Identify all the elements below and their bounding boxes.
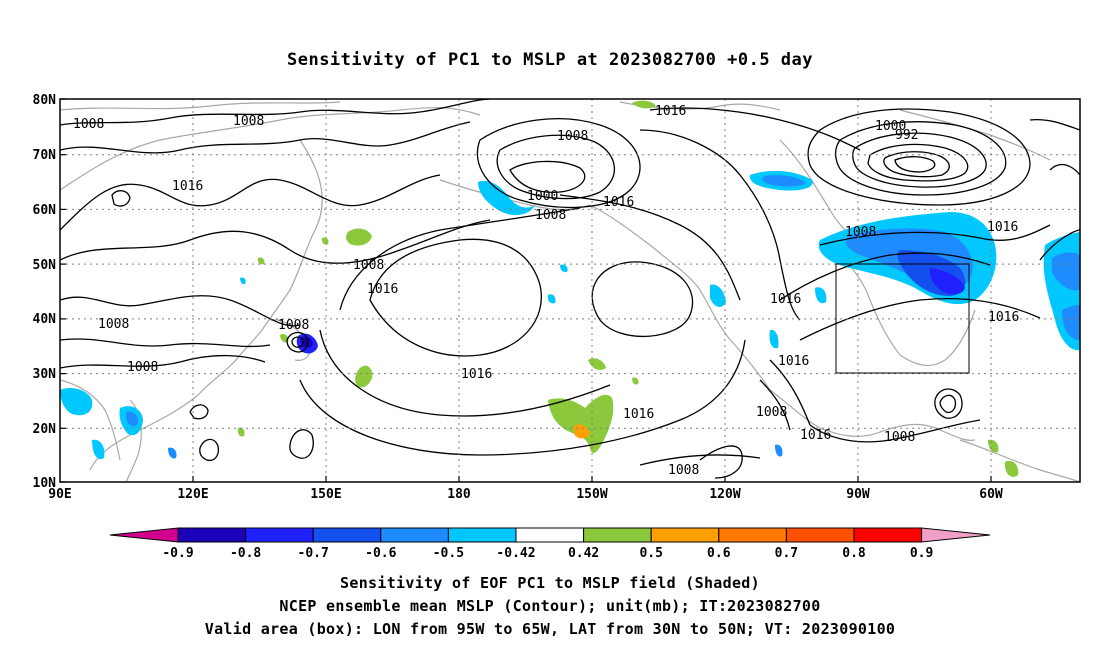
lon-label: 150E [310,487,341,502]
caption-line-2: NCEP ensemble mean MSLP (Contour); unit(… [279,597,821,615]
longitude-labels: 90E 120E 150E 180 150W 120W 90W 60W [48,487,1003,502]
contour-label: 1016 [655,104,686,119]
contour-label: 992 [895,128,918,143]
contour-label: 1016 [988,310,1019,325]
lon-label: 180 [447,487,471,502]
colorbar-tick-label: 0.42 [568,546,599,561]
colorbar-swatch [245,527,314,543]
colorbar: -0.9 -0.8 -0.7 -0.6 -0.5 -0.42 0.42 0.5 0.6 0.7 0.… [109,527,991,561]
contour-label: 1016 [367,282,398,297]
lon-label: 60W [979,487,1003,502]
contour-label: 1008 [756,405,787,420]
contour-label: 1016 [172,179,203,194]
contour-label: 1008 [353,258,384,273]
colorbar-tick-label: 0.5 [639,546,662,561]
colorbar-swatch [177,527,247,543]
colorbar-high-arrow [921,527,991,543]
contour-label: 1016 [623,407,654,422]
colorbar-tick-label: -0.7 [298,546,329,561]
map-frame [59,98,1081,483]
map-area [60,99,1080,482]
contour-label: 1008 [557,129,588,144]
contour-label: 1016 [987,220,1018,235]
valid-area-box [835,263,970,374]
contour-label: 1008 [278,318,309,333]
caption-line-1: Sensitivity of EOF PC1 to MSLP field (Sh… [340,574,760,592]
contour-labels: 1008 1008 1016 1008 1000 1008 1016 1016 … [73,104,1019,478]
contour-label: 1016 [800,428,831,443]
lat-label: 80N [33,93,57,108]
contour-label: 1008 [535,208,566,223]
colorbar-tick-label: -0.5 [433,546,464,561]
contour-label: 1000 [527,189,558,204]
colorbar-swatch [785,527,855,543]
colorbar-tick-label: -0.9 [162,546,193,561]
lat-label: 40N [33,312,57,327]
axis-ticks [60,98,992,483]
lon-label: 90W [846,487,870,502]
contour-label: 1016 [770,292,801,307]
contour-label: 1008 [127,360,158,375]
lon-label: 150W [576,487,607,502]
lat-label: 10N [33,476,57,491]
colorbar-swatch [380,527,449,543]
colorbar-tick-label: -0.6 [365,546,396,561]
contour-label: 1008 [233,114,264,129]
colorbar-swatch [650,527,720,543]
colorbar-tick-label: -0.8 [230,546,261,561]
colorbar-tick-label: -0.42 [496,546,535,561]
colorbar-swatch [515,527,585,543]
contour-label: 1000 [875,119,906,134]
contour-label: 1016 [461,367,492,382]
lat-label: 30N [33,367,57,382]
lat-label: 20N [33,422,57,437]
caption-line-3: Valid area (box): LON from 95W to 65W, L… [204,620,896,638]
sensitivity-shading [60,100,1080,477]
colorbar-tick-label: 0.9 [910,546,933,561]
colorbar-swatch [718,527,787,543]
mslp-contours [60,99,1080,479]
lat-label: 70N [33,148,57,163]
plot-title: Sensitivity of PC1 to MSLP at 2023082700… [286,50,813,70]
contour-label: 1008 [98,317,129,332]
lat-label: 50N [33,258,57,273]
colorbar-low-arrow [109,527,179,543]
contour-label: 1016 [778,354,809,369]
contour-label: 1008 [845,225,876,240]
lon-label: 90E [48,487,71,502]
contour-label: 1008 [668,463,699,478]
lat-label: 60N [33,203,57,218]
colorbar-swatch [853,527,923,543]
colorbar-tick-label: 0.8 [842,546,866,561]
colorbar-swatch [447,527,517,543]
lon-label: 120W [709,487,740,502]
colorbar-swatch [312,527,382,543]
colorbar-tick-label: 0.6 [707,546,731,561]
colorbar-swatch [583,527,652,543]
lon-label: 120E [177,487,208,502]
graticule [60,99,1080,482]
colorbar-tick-label: 0.7 [775,546,798,561]
latitude-labels: 80N 70N 60N 50N 40N 30N 20N 10N [33,93,57,491]
contour-label: 1008 [73,117,104,132]
contour-label: 1016 [603,195,634,210]
contour-label: 1008 [884,430,915,445]
